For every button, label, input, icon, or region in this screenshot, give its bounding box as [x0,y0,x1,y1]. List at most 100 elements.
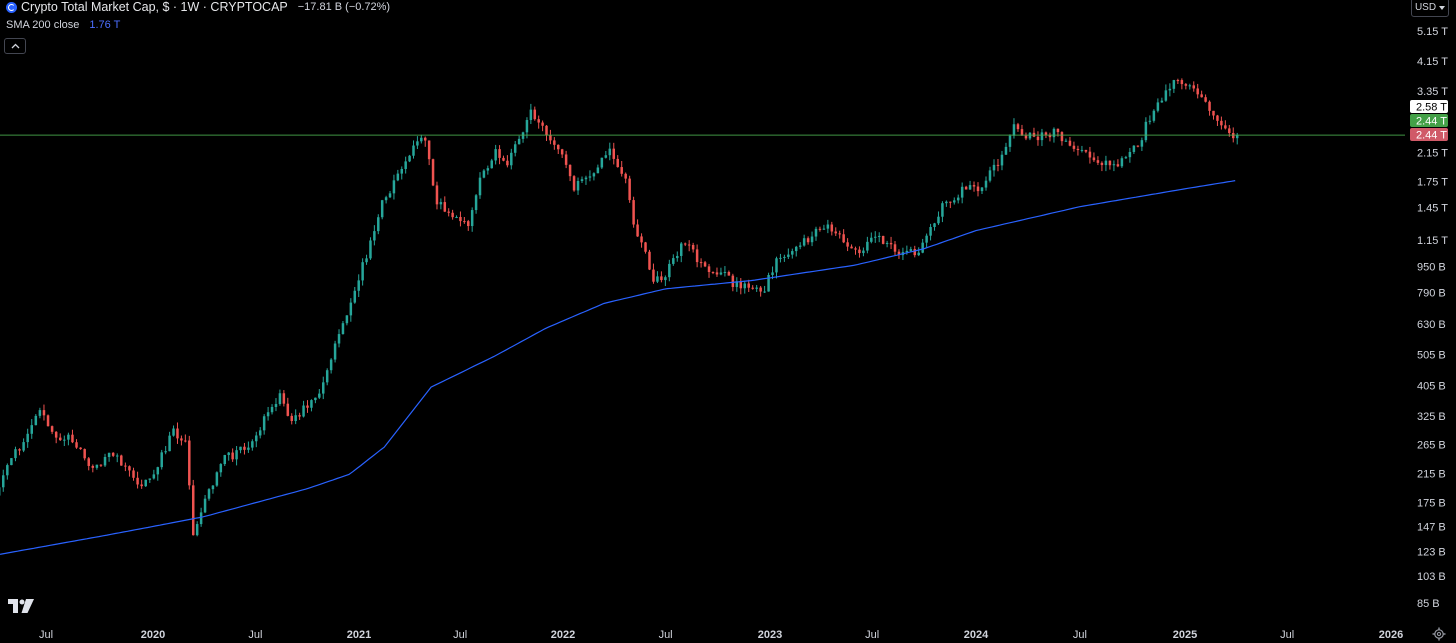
price-badge: 2.44 T [1410,114,1448,128]
candle [439,198,443,210]
candle [1140,137,1144,152]
candle [1028,132,1032,141]
candle [365,254,368,265]
y-tick-label: 1.75 T [1417,176,1448,188]
candle [854,246,857,255]
x-tick-label: 2024 [964,629,989,641]
candle [568,164,572,182]
candle [964,185,968,190]
candle [1112,160,1116,172]
currency-label: USD [1414,2,1437,13]
candle [620,160,623,177]
candle [380,199,384,220]
candle [310,399,313,412]
candle [463,216,466,224]
x-tick-label: Jul [1073,629,1087,641]
candle [369,237,372,260]
candle [251,439,254,451]
candle [826,219,830,234]
candle [306,400,309,413]
candle [672,254,675,266]
y-tick-label: 505 B [1417,350,1446,362]
candle [1208,100,1211,116]
candle [266,406,270,421]
y-tick-label: 630 B [1417,319,1446,331]
caret-down-icon [1439,5,1446,10]
candle [176,422,179,444]
candle [2,469,5,492]
candle [711,271,715,275]
candle [557,144,560,154]
symbol-title: Crypto Total Market Cap, $ · 1W · CRYPTO… [21,0,288,14]
candle [231,448,234,462]
candle [427,140,431,166]
candle [953,197,956,205]
candle [423,136,427,147]
candle [866,236,869,254]
candle [791,248,794,259]
sma-legend[interactable]: SMA 200 close 1.76 T [6,19,120,31]
candle [1076,145,1080,156]
candle [763,285,766,294]
candle [616,155,619,168]
candle [1216,114,1219,126]
candle [818,226,822,232]
candle [656,271,659,284]
candle [644,241,647,254]
candle [286,397,290,417]
x-tick-label: Jul [659,629,673,641]
candle [67,432,70,446]
candle [576,177,580,195]
candle [223,454,227,467]
y-tick-label: 103 B [1417,571,1446,583]
candle [140,479,143,489]
candle [941,201,944,223]
y-tick-label: 790 B [1417,287,1446,299]
candle [874,231,877,243]
candle [392,174,396,200]
y-tick-label: 85 B [1417,598,1440,610]
candle [723,266,727,277]
price-badge-label: 2.58 T [1416,102,1447,114]
candle [1100,161,1104,172]
y-tick-label: 325 B [1417,411,1446,423]
candle [459,211,462,227]
candle [624,172,627,184]
candle [447,208,450,217]
candle [1192,81,1195,92]
candle [664,275,667,287]
candle [400,166,404,180]
candle [262,414,266,435]
candle [596,164,600,174]
price-badge-label: 2.44 T [1416,116,1447,128]
collapse-legend-button[interactable] [4,38,26,54]
currency-button[interactable]: USD [1411,0,1449,17]
candle [156,466,160,481]
candle [470,207,474,232]
tradingview-logo[interactable] [8,599,34,613]
gear-icon[interactable] [1432,627,1446,641]
candle [814,226,818,241]
candle [640,233,643,248]
sma-label: SMA 200 close [6,19,80,31]
candle [877,232,881,243]
candle [325,368,329,386]
candle [1200,90,1203,98]
candle [353,286,357,304]
candle [103,453,107,467]
candle [416,136,419,150]
candle [660,271,663,283]
candle [1128,147,1132,163]
candle [136,471,139,489]
candle [298,412,301,420]
candle [1016,122,1020,132]
candle [357,274,360,297]
candle [549,129,552,145]
x-tick-label: 2022 [551,629,575,641]
candle [377,214,380,235]
candle [478,172,482,199]
candle [498,145,501,165]
candle [917,247,920,257]
candle [42,404,46,421]
